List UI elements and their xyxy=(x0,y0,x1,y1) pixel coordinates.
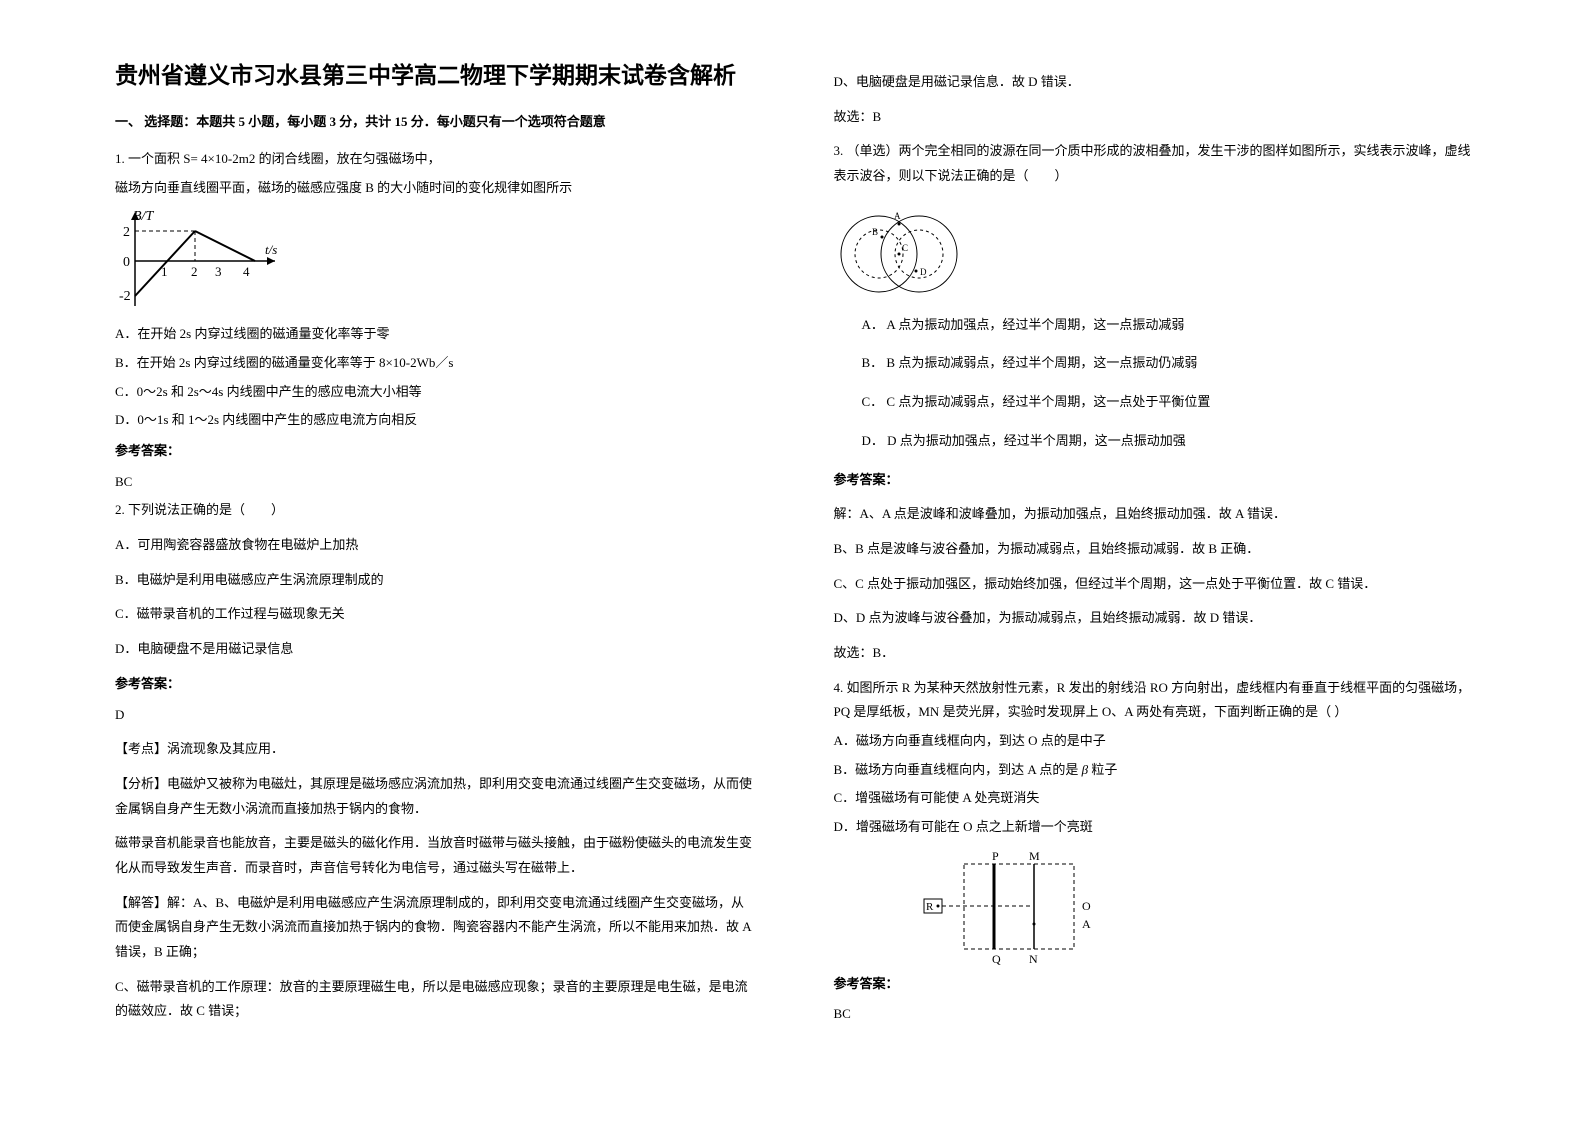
q2-stem: 2. 下列说法正确的是（ ） xyxy=(115,498,754,523)
q4-diagram: P M R O A Q N xyxy=(914,846,1114,966)
svg-text:2: 2 xyxy=(191,264,198,279)
q4-answer-label: 参考答案： xyxy=(834,972,1473,997)
q3-diagram: A B C D xyxy=(834,199,964,299)
q3-solD: D、D 点为波峰与波谷叠加，为振动减弱点，且始终振动减弱．故 D 错误． xyxy=(834,606,1473,631)
svg-text:M: M xyxy=(1029,849,1040,863)
svg-text:Q: Q xyxy=(992,952,1001,966)
q1-answer-label: 参考答案： xyxy=(115,439,754,464)
svg-text:B: B xyxy=(872,227,878,237)
q2-optA: A．可用陶瓷容器盛放食物在电磁炉上加热 xyxy=(115,533,754,558)
q3-optA: A． A 点为振动加强点，经过半个周期，这一点振动减弱 xyxy=(834,313,1473,338)
q1-answer: BC xyxy=(115,470,754,495)
q2-fx1: 【分析】电磁炉又被称为电磁灶，其原理是磁场感应涡流加热，即利用交变电流通过线圈产… xyxy=(115,772,754,821)
q3-optB: B． B 点为振动减弱点，经过半个周期，这一点振动仍减弱 xyxy=(834,351,1473,376)
q2-optD: D．电脑硬盘不是用磁记录信息 xyxy=(115,637,754,662)
q1-graph: B/T 2 0 -2 1 2 3 4 t/s xyxy=(115,206,285,316)
q3-solB: B、B 点是波峰与波谷叠加，为振动减弱点，且始终振动减弱．故 B 正确． xyxy=(834,537,1473,562)
q3-stem: 3. （单选）两个完全相同的波源在同一介质中形成的波相叠加，发生干涉的图样如图所… xyxy=(834,139,1473,188)
q2-answer: D xyxy=(115,703,754,728)
q2-jd3: D、电脑硬盘是用磁记录信息．故 D 错误． xyxy=(834,70,1473,95)
q3-answer-label: 参考答案： xyxy=(834,468,1473,493)
q3-solC: C、C 点处于振动加强区，振动始终加强，但经过半个周期，这一点处于平衡位置．故 … xyxy=(834,572,1473,597)
svg-text:D: D xyxy=(920,267,927,277)
q1-line1: 1. 一个面积 S= 4×10-2m2 的闭合线圈，放在匀强磁场中， xyxy=(115,147,754,172)
q4-optB: B．磁场方向垂直线框向内，到达 A 点的是 β 粒子 xyxy=(834,758,1473,783)
svg-text:t/s: t/s xyxy=(265,242,277,257)
q2-sel: 故选：B xyxy=(834,105,1473,130)
q4-optB-text2: 粒子 xyxy=(1091,762,1117,777)
svg-text:A: A xyxy=(894,211,901,221)
page-title: 贵州省遵义市习水县第三中学高二物理下学期期末试卷含解析 xyxy=(115,60,754,92)
svg-text:A: A xyxy=(1082,917,1091,931)
svg-text:P: P xyxy=(992,849,999,863)
q2-optC: C．磁带录音机的工作过程与磁现象无关 xyxy=(115,602,754,627)
svg-text:C: C xyxy=(902,243,908,253)
q1-line2: 磁场方向垂直线圈平面，磁场的磁感应强度 B 的大小随时间的变化规律如图所示 xyxy=(115,176,754,201)
svg-text:4: 4 xyxy=(243,264,250,279)
q4-optD: D．增强磁场有可能在 O 点之上新增一个亮斑 xyxy=(834,815,1473,840)
q3-optD: D． D 点为振动加强点，经过半个周期，这一点振动加强 xyxy=(834,429,1473,454)
q3-sel: 故选：B． xyxy=(834,641,1473,666)
q4-stem: 4. 如图所示 R 为某种天然放射性元素，R 发出的射线沿 RO 方向射出，虚线… xyxy=(834,676,1473,725)
svg-text:2: 2 xyxy=(123,225,130,240)
q2-jd1: 【解答】解：A、B、电磁炉是利用电磁感应产生涡流原理制成的，即利用交变电流通过线… xyxy=(115,891,754,965)
svg-text:N: N xyxy=(1029,952,1038,966)
q1-optD: D．0～1s 和 1～2s 内线圈中产生的感应电流方向相反 xyxy=(115,408,754,433)
q1-optB: B．在开始 2s 内穿过线圈的磁通量变化率等于 8×10-2Wb／s xyxy=(115,351,754,376)
q1-optC: C．0～2s 和 2s～4s 内线圈中产生的感应电流大小相等 xyxy=(115,380,754,405)
svg-text:R: R xyxy=(926,901,934,913)
svg-text:-2: -2 xyxy=(119,289,131,304)
q2-kp: 【考点】涡流现象及其应用． xyxy=(115,737,754,762)
beta-icon: β xyxy=(1082,762,1088,777)
q2-answer-label: 参考答案： xyxy=(115,672,754,697)
q4-answer: BC xyxy=(834,1002,1473,1027)
q3-optC: C． C 点为振动减弱点，经过半个周期，这一点处于平衡位置 xyxy=(834,390,1473,415)
q3-solA: 解：A、A 点是波峰和波峰叠加，为振动加强点，且始终振动加强．故 A 错误． xyxy=(834,502,1473,527)
q4-optC: C．增强磁场有可能使 A 处亮斑消失 xyxy=(834,786,1473,811)
svg-text:0: 0 xyxy=(123,255,130,270)
q2-jd2: C、磁带录音机的工作原理：放音的主要原理磁生电，所以是电磁感应现象；录音的主要原… xyxy=(115,975,754,1024)
svg-text:O: O xyxy=(1082,899,1091,913)
section-header: 一、 选择题：本题共 5 小题，每小题 3 分，共计 15 分．每小题只有一个选… xyxy=(115,110,754,135)
q2-fx2: 磁带录音机能录音也能放音，主要是磁头的磁化作用．当放音时磁带与磁头接触，由于磁粉… xyxy=(115,831,754,880)
q1-optA: A．在开始 2s 内穿过线圈的磁通量变化率等于零 xyxy=(115,322,754,347)
q2-optB: B．电磁炉是利用电磁感应产生涡流原理制成的 xyxy=(115,568,754,593)
q4-optB-text: B．磁场方向垂直线框向内，到达 A 点的是 xyxy=(834,762,1079,777)
q4-optA: A．磁场方向垂直线框向内，到达 O 点的是中子 xyxy=(834,729,1473,754)
svg-text:3: 3 xyxy=(215,264,222,279)
